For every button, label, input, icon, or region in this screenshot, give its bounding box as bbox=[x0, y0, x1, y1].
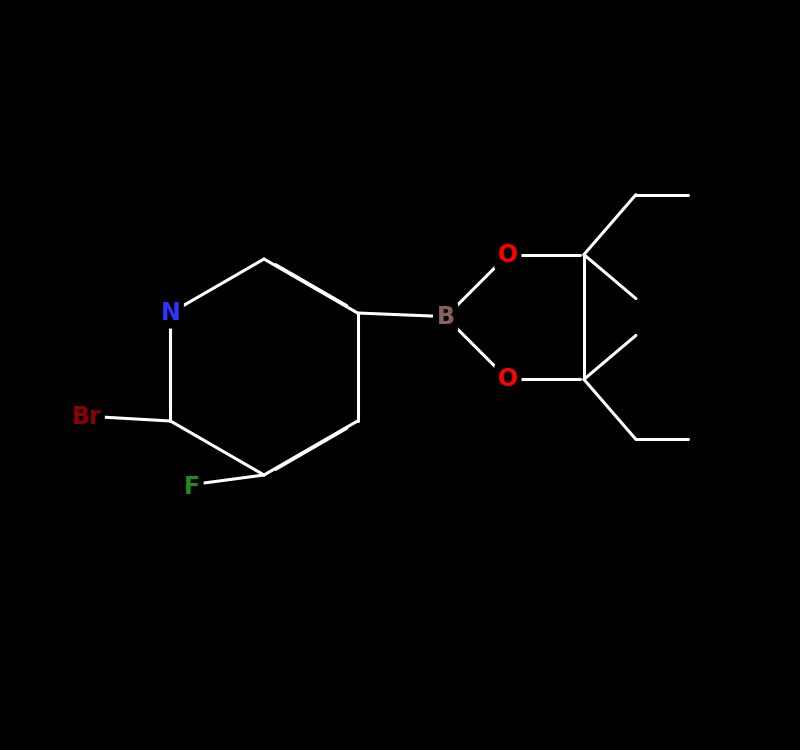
Text: N: N bbox=[161, 301, 180, 325]
Text: O: O bbox=[498, 242, 518, 266]
Text: F: F bbox=[184, 475, 200, 499]
Text: O: O bbox=[498, 368, 518, 392]
Text: B: B bbox=[437, 305, 454, 329]
Text: Br: Br bbox=[72, 405, 102, 429]
